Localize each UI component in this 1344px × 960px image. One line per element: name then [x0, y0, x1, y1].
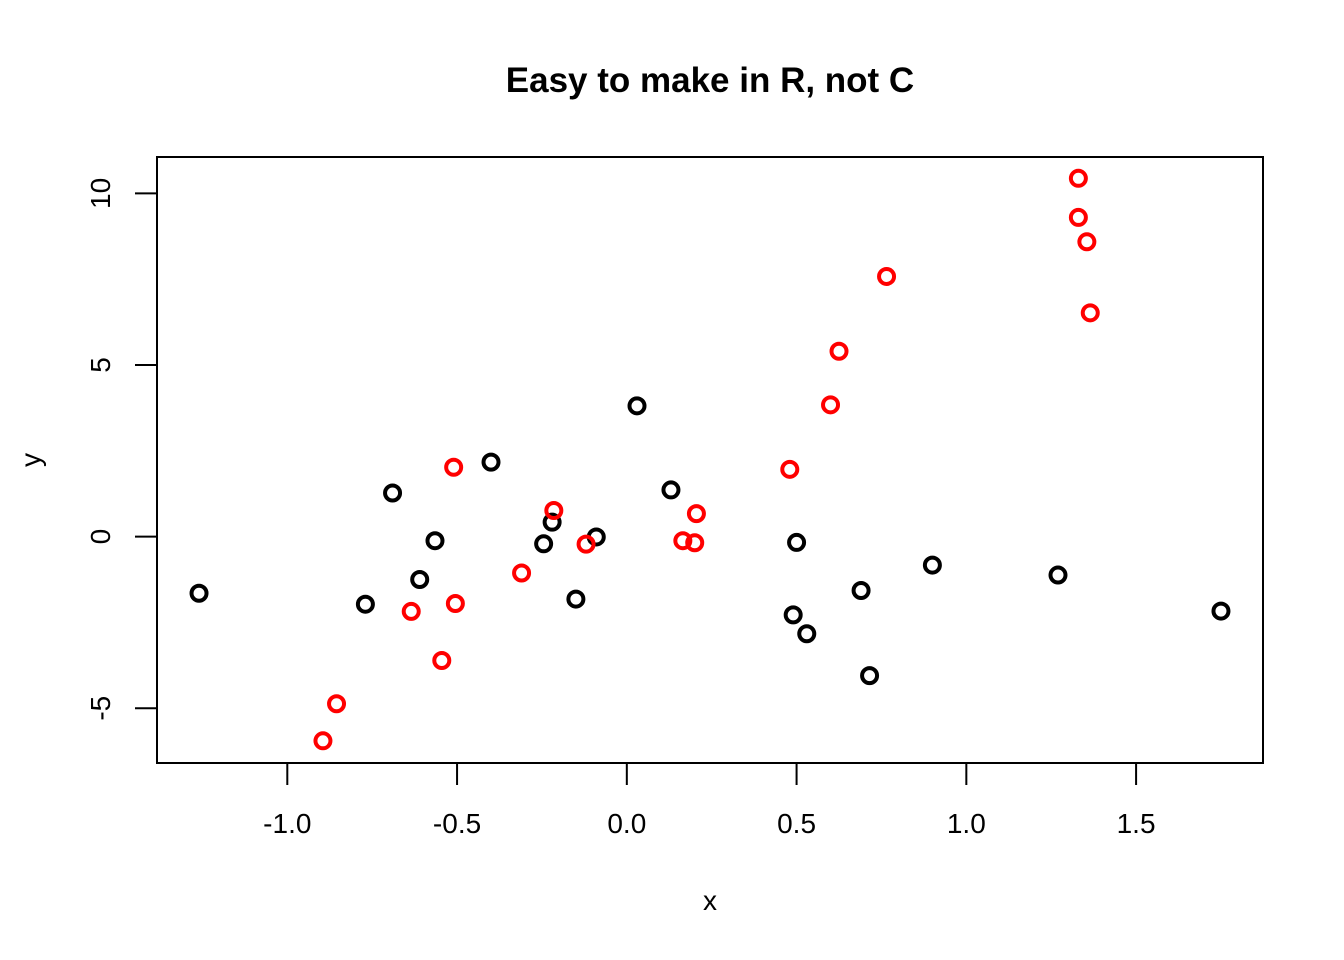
y-tick-label: 10: [85, 178, 116, 209]
black-data-point: [189, 583, 209, 603]
black-data-point: [425, 531, 445, 551]
black-data-point: [922, 555, 942, 575]
y-tick-label: 5: [85, 357, 116, 373]
red-data-point: [1077, 232, 1097, 252]
red-data-point: [444, 457, 464, 477]
red-data-point: [445, 594, 465, 614]
red-data-point: [877, 266, 897, 286]
black-data-point: [1211, 601, 1231, 621]
chart-title: Easy to make in R, not C: [506, 61, 914, 100]
black-data-point: [1048, 565, 1068, 585]
red-data-point: [401, 601, 421, 621]
x-tick-label: 0.5: [777, 808, 816, 839]
red-data-point: [544, 501, 564, 521]
y-axis: -5 0 5 10: [85, 178, 158, 721]
y-tick-label: -5: [85, 696, 116, 721]
red-data-point: [1068, 207, 1088, 227]
y-axis-label: y: [15, 453, 46, 467]
black-data-point: [566, 589, 586, 609]
red-data-point: [432, 650, 452, 670]
black-data-point: [860, 666, 880, 686]
black-data-point: [534, 534, 554, 554]
x-tick-label: -1.0: [263, 808, 311, 839]
red-data-point: [576, 534, 596, 554]
black-data-point: [797, 624, 817, 644]
black-data-point: [355, 594, 375, 614]
black-data-point: [661, 480, 681, 500]
data-points: [189, 168, 1231, 751]
red-data-point: [780, 459, 800, 479]
x-tick-label: 1.0: [947, 808, 986, 839]
black-data-point: [783, 605, 803, 625]
x-tick-label: 0.0: [607, 808, 646, 839]
red-data-point: [313, 731, 333, 751]
black-data-point: [851, 580, 871, 600]
x-tick-label: -0.5: [433, 808, 481, 839]
x-axis-label: x: [703, 885, 717, 916]
red-data-point: [685, 533, 705, 553]
black-data-point: [383, 483, 403, 503]
red-data-point: [1068, 168, 1088, 188]
red-data-point: [829, 341, 849, 361]
red-data-point: [1080, 303, 1100, 323]
black-data-point: [542, 512, 562, 532]
black-data-point: [627, 396, 647, 416]
red-data-point: [686, 504, 706, 524]
red-data-point: [673, 531, 693, 551]
plot-frame: [156, 156, 1264, 764]
y-tick-label: 0: [85, 529, 116, 545]
red-data-point: [821, 395, 841, 415]
x-tick-label: 1.5: [1117, 808, 1156, 839]
black-data-point: [481, 452, 501, 472]
black-data-point: [787, 532, 807, 552]
red-data-point: [512, 563, 532, 583]
black-data-point: [410, 570, 430, 590]
red-data-point: [327, 694, 347, 714]
x-axis: -1.0 -0.5 0.0 0.5 1.0 1.5: [263, 762, 1156, 839]
